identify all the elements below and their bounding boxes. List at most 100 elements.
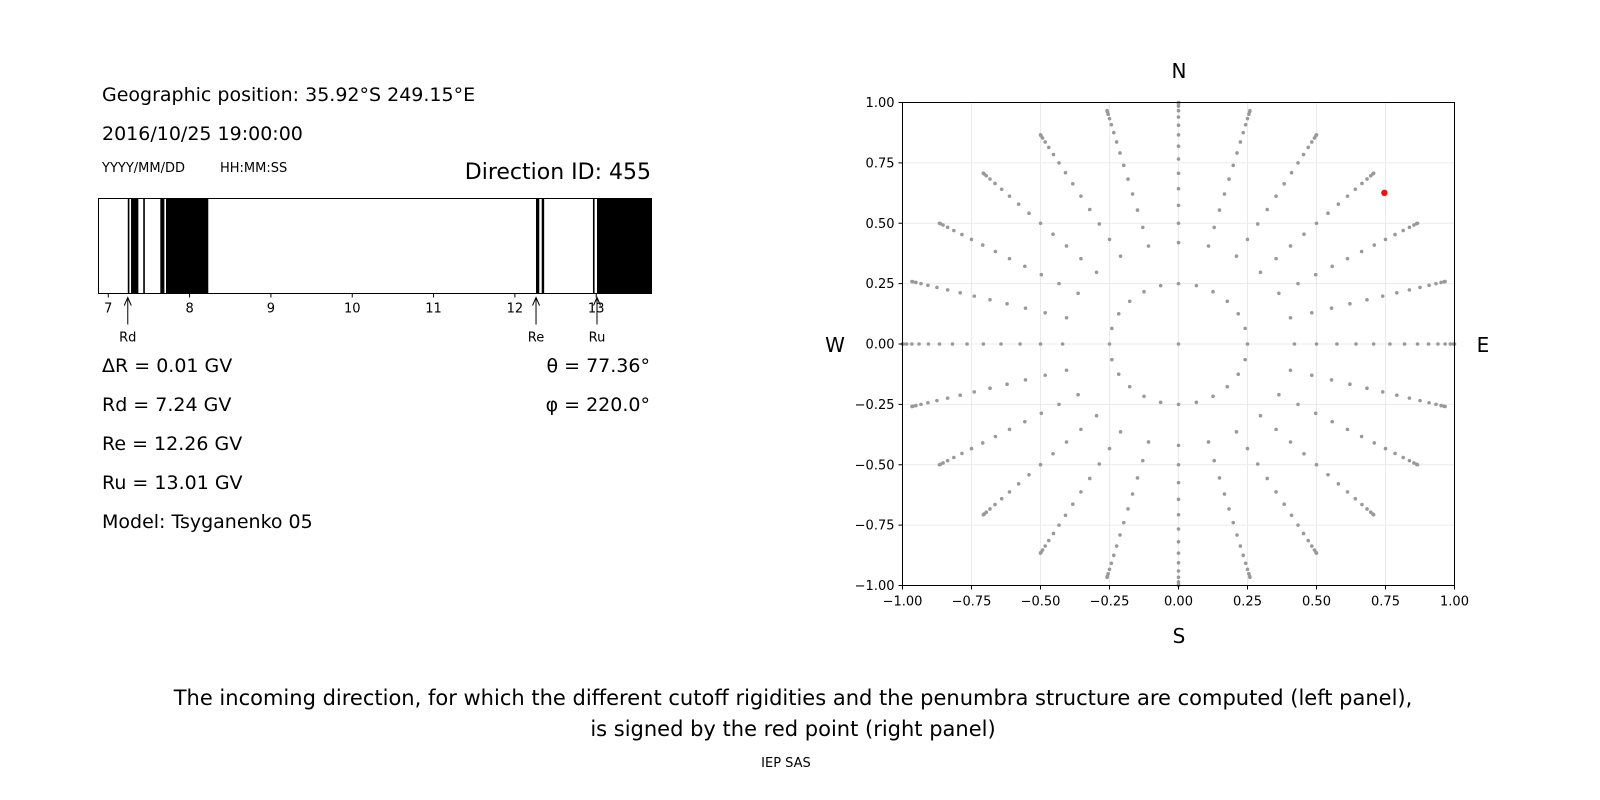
direction-point [1380,390,1385,394]
direction-point [1296,281,1300,286]
direction-point [1176,560,1181,565]
direction-point [1329,306,1334,310]
direction-point [1206,440,1211,444]
direction-point [1418,285,1422,290]
ru-value: Ru = 13.01 GV [102,472,243,494]
direction-point [1107,116,1112,121]
direction-point [1127,299,1132,304]
direction-point [1222,192,1227,196]
direction-point [980,441,985,445]
direction-point [1043,373,1048,378]
y-tick-label: −0.50 [855,458,895,473]
model-name: Model: Tsyganenko 05 [102,511,313,533]
x-tick-label: −0.75 [952,595,992,610]
direction-point [1443,342,1447,346]
y-tick-label: −0.25 [855,398,895,413]
direction-point [1107,446,1112,451]
direction-point [1007,194,1012,198]
direction-point [1245,446,1250,451]
direction-point [1365,177,1369,181]
direction-point [1365,507,1369,511]
direction-point [1176,221,1181,226]
direction-point [1255,222,1260,226]
direction-point [1231,163,1236,168]
penumbra-band [143,198,145,294]
direction-point [1176,443,1181,448]
direction-point [980,243,985,247]
direction-point [1345,256,1350,261]
direction-point [988,507,992,511]
direction-point [1023,419,1027,424]
direction-point [910,342,914,346]
x-tick-label: −0.50 [1021,595,1061,610]
direction-point [1234,430,1239,434]
direction-point [1255,462,1260,466]
direction-point [988,386,992,390]
direction-point [1023,264,1027,269]
direction-point [1194,400,1199,405]
phi-value: φ = 220.0° [545,394,650,416]
direction-point [1289,170,1294,175]
time-format-label: HH:MM:SS [220,161,288,176]
direction-point [1063,170,1068,175]
direction-point [1383,446,1388,451]
direction-point [1313,272,1318,277]
direction-point [1348,302,1352,306]
direction-point [1176,527,1181,531]
y-tick-label: 0.50 [866,217,895,232]
direction-point [1353,187,1358,192]
direction-point [904,342,909,346]
direction-point [1176,157,1181,161]
direction-point [1345,427,1350,432]
direction-point [1114,140,1119,144]
direction-point [1274,194,1278,198]
penumbra-tick-label: 8 [185,302,193,317]
direction-point [1116,312,1121,316]
direction-point [1064,440,1069,444]
direction-point [1217,476,1222,480]
direction-point [969,446,974,451]
direction-point [1043,310,1048,315]
penumbra-bands [127,198,652,294]
datetime: 2016/10/25 19:00:00 [102,123,303,145]
direction-point [1176,480,1181,485]
scatter-points [900,100,1457,588]
direction-point [1288,244,1293,248]
direction-point [1415,342,1420,346]
direction-point [1330,264,1334,269]
direction-point [960,232,964,237]
direction-point [1038,462,1043,467]
direction-point [958,291,962,295]
direction-point [1070,502,1075,507]
marker-label-re: Re [528,331,544,346]
penumbra-tick-label: 9 [267,302,275,317]
direction-point [1111,553,1116,558]
penumbra-ticks: 7 8 9 10 11 12 13 [104,293,604,317]
direction-point [1310,140,1314,144]
x-tick-label: 0.25 [1233,595,1262,610]
direction-point [1302,232,1306,236]
direction-point [1142,394,1146,399]
direction-point [1051,232,1055,236]
penumbra-band [536,198,540,294]
penumbra-tick-label: 11 [425,302,442,317]
direction-point [1434,281,1438,286]
date-format-label: YYYY/MM/DD [102,161,185,176]
direction-point [1094,413,1099,418]
direction-point [1107,567,1112,572]
direction-point [1038,221,1043,226]
direction-point [1176,240,1181,245]
direction-point [1371,512,1376,517]
direction-point [1005,382,1009,386]
direction-point [1443,404,1447,409]
direction-point [1121,520,1126,525]
direction-point [1234,254,1239,258]
direction-point [1265,476,1270,481]
direction-point [1176,512,1181,517]
marker-arrowhead-re [532,296,540,306]
direction-point [1176,108,1181,113]
direction-point [1194,283,1199,288]
x-tick-label: 1.00 [1440,595,1469,610]
direction-point [1121,163,1126,168]
direction-point [1415,462,1420,467]
